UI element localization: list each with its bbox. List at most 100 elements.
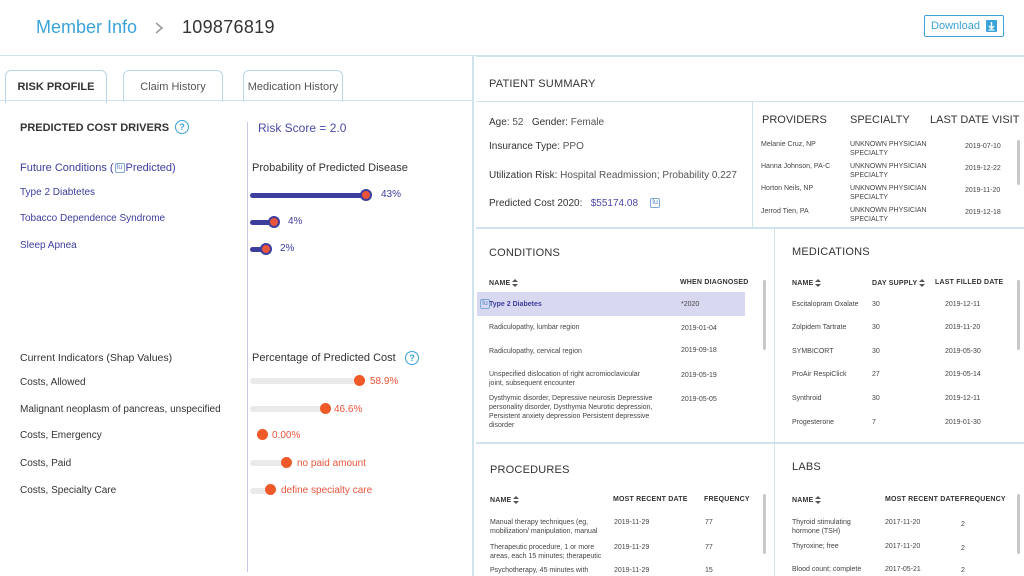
provider-name: Hanna Johnson, PA-C: [761, 163, 831, 170]
cost-value: $55174.08: [590, 198, 639, 209]
percentage-value: 46.6%: [334, 404, 363, 415]
provider-date: 2019-12-18: [965, 209, 1001, 216]
utilization-value: Hospital Readmission; Probability 0.227: [560, 170, 737, 181]
procedures-title: PROCEDURES: [490, 464, 570, 476]
summary-title-divider: [476, 101, 1024, 102]
procedure-name: Therapeutic procedure, 1 or more areas, …: [490, 544, 602, 560]
medication-date: 2019-12-11: [945, 301, 981, 308]
probability-title: Probability of Predicted Disease: [252, 162, 408, 174]
help-icon[interactable]: ?: [405, 351, 419, 365]
sort-icon: [919, 279, 926, 287]
sort-icon: [512, 279, 519, 287]
indicator-name: Costs, Allowed: [20, 377, 86, 388]
medication-supply: 30: [872, 301, 880, 308]
provider-specialty: UNKNOWN PHYSICIAN SPECIALTY: [850, 185, 927, 201]
medications-supply-header[interactable]: DAY SUPPLY: [872, 279, 926, 287]
probability-value: 2%: [280, 243, 295, 254]
lab-name: Blood count; complete: [792, 566, 862, 573]
highlighted-row[interactable]: [477, 292, 745, 316]
medication-name: Synthroid: [792, 395, 822, 402]
sort-icon: [513, 496, 520, 504]
procedure-date: 2019-11-29: [614, 544, 650, 551]
percentage-track: [250, 460, 285, 466]
member-id: 109876819: [182, 17, 275, 37]
percentage-value: define specialty care: [281, 485, 373, 496]
medication-supply: 27: [872, 371, 880, 378]
procedures-frequency-header: FREQUENCY: [704, 496, 750, 503]
provider-name: Jerrod Tien, PA: [761, 208, 809, 215]
procedure-date: 2019-11-29: [614, 567, 650, 574]
conditions-title: CONDITIONS: [489, 247, 561, 259]
conditions-scrollbar[interactable]: [763, 280, 766, 350]
procedures-name-header[interactable]: NAME: [490, 496, 520, 504]
condition-date: 2019-05-19: [681, 372, 717, 379]
condition-name: Unspecified dislocation of right acromio…: [489, 371, 640, 387]
probability-value: 43%: [381, 189, 402, 200]
provider-specialty: UNKNOWN PHYSICIAN SPECIALTY: [850, 163, 927, 179]
provider-date: 2019-11-20: [965, 187, 1001, 194]
provider-specialty: UNKNOWN PHYSICIAN SPECIALTY: [850, 207, 927, 223]
probability-marker: [260, 243, 272, 255]
providers-scrollbar[interactable]: [1017, 140, 1020, 185]
conditions-diagnosed-header: WHEN DIAGNOSED: [680, 279, 749, 286]
condition-name: Type 2 Diabtetes: [20, 187, 96, 198]
percentage-track: [250, 406, 328, 412]
future-conditions-heading: Future Conditions (lu Predicted): [20, 162, 176, 174]
age-value: 52: [512, 117, 524, 128]
tabs-divider: [0, 100, 474, 101]
tab-claim-history[interactable]: Claim History: [123, 70, 223, 102]
provider-date: 2019-07-10: [965, 143, 1001, 150]
risk-panel: RISK PROFILE Claim History Medication Hi…: [0, 56, 474, 576]
specialty-header: SPECIALTY: [850, 114, 910, 126]
condition-name: Radiculopathy, cervical region: [489, 348, 582, 355]
medication-name: ProAir RespiClick: [792, 371, 847, 378]
providers-header: PROVIDERS: [762, 114, 827, 126]
lu-badge-icon: lu: [480, 299, 490, 309]
condition-name: Type 2 Diabetes: [489, 301, 542, 308]
condition-date: *2020: [681, 301, 700, 308]
medications-title: MEDICATIONS: [792, 246, 870, 258]
summary-insurance: Insurance Type: PPO: [489, 141, 584, 152]
indicator-name: Malignant neoplasm of pancreas, unspecif…: [20, 404, 221, 415]
provider-name: Horton Neils, NP: [761, 185, 814, 192]
lab-frequency: 2: [961, 521, 965, 528]
medication-date: 2019-11-20: [945, 324, 981, 331]
probability-value: 4%: [288, 216, 303, 227]
medications-name-header[interactable]: NAME: [792, 279, 822, 287]
medication-date: 2019-05-14: [945, 371, 981, 378]
indicator-name: Costs, Paid: [20, 458, 72, 469]
labs-scrollbar[interactable]: [1017, 494, 1020, 554]
lu-badge-icon: lu: [650, 198, 661, 209]
procedure-name: Manual therapy techniques (eg, mobilizat…: [490, 519, 598, 535]
provider-specialty: UNKNOWN PHYSICIAN SPECIALTY: [850, 141, 927, 157]
labs-frequency-header: FREQUENCY: [960, 496, 1006, 503]
condition-name: Dysthymic disorder, Depressive neurosis …: [489, 395, 653, 429]
medications-supply-header-label: DAY SUPPLY: [872, 279, 918, 287]
procedures-scrollbar[interactable]: [763, 494, 766, 554]
labs-name-header[interactable]: NAME: [792, 496, 822, 504]
download-icon: [985, 20, 997, 32]
help-icon[interactable]: ?: [175, 120, 189, 134]
procedures-name-header-label: NAME: [490, 496, 512, 504]
conditions-name-header[interactable]: NAME: [489, 279, 519, 287]
medication-date: 2019-12-11: [945, 395, 981, 402]
summary-cost: Predicted Cost 2020: $55174.08 lu: [489, 198, 661, 209]
condition-name: Radiculopathy, lumbar region: [489, 324, 580, 331]
percentage-marker: [265, 484, 276, 495]
probability-bar: [250, 193, 366, 198]
procedure-date: 2019-11-29: [614, 519, 650, 526]
current-indicators-title: Current Indicators (Shap Values): [20, 352, 173, 364]
percentage-value: no paid amount: [297, 458, 366, 469]
medication-name: Escitalopram Oxalate: [792, 301, 859, 308]
lab-date: 2017-05-21: [885, 566, 921, 573]
condition-date: 2019-05-05: [681, 396, 717, 403]
medication-name: Zolpidem Tartrate: [792, 324, 847, 331]
medications-scrollbar[interactable]: [1017, 280, 1020, 350]
percentage-marker: [354, 375, 365, 386]
tables-row-divider: [476, 442, 1024, 444]
tab-risk-profile[interactable]: RISK PROFILE: [5, 70, 107, 103]
lab-frequency: 2: [961, 545, 965, 552]
patient-summary-title: PATIENT SUMMARY: [489, 78, 596, 90]
tab-medication-history[interactable]: Medication History: [243, 70, 343, 102]
download-button[interactable]: Download: [924, 15, 1004, 37]
